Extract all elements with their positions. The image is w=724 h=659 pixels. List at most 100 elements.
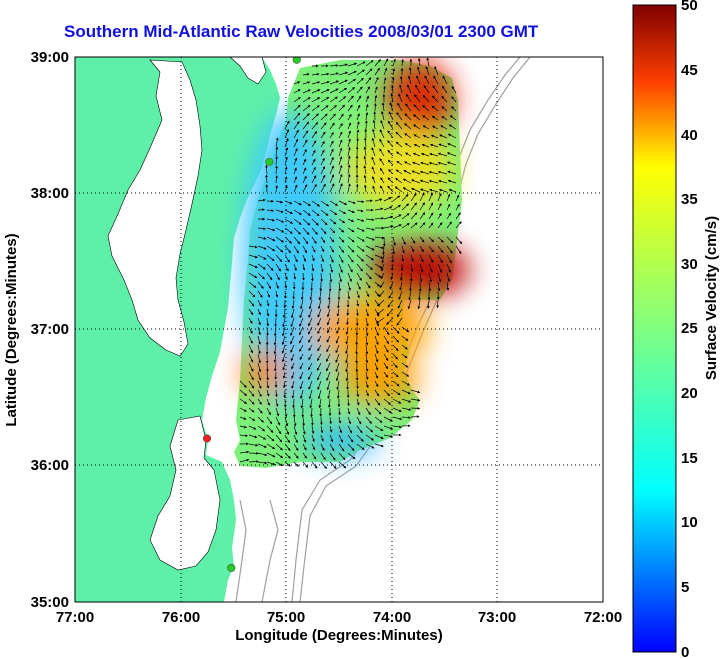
velocity-arrow	[290, 317, 295, 328]
velocity-arrow	[395, 141, 403, 148]
velocity-arrow	[356, 398, 360, 406]
velocity-arrow	[329, 174, 335, 184]
velocity-arrow	[401, 245, 405, 254]
velocity-arrow	[355, 344, 359, 355]
velocity-arrow	[383, 389, 390, 397]
colorbar-ticks: 50 45 40 35 30 25 20 15 10 5 0	[681, 0, 698, 659]
velocity-arrow	[284, 236, 293, 244]
velocity-arrow	[284, 254, 290, 263]
velocity-arrow	[320, 443, 325, 451]
velocity-arrow	[299, 380, 304, 390]
velocity-arrow	[338, 71, 349, 76]
velocity-arrow	[266, 308, 270, 317]
velocity-arrow	[320, 183, 326, 193]
velocity-arrow	[293, 167, 297, 175]
velocity-arrow	[311, 97, 321, 103]
velocity-arrow	[437, 192, 442, 202]
velocity-arrow	[374, 398, 381, 406]
velocity-arrow	[383, 416, 393, 422]
velocity-arrow	[335, 344, 340, 354]
colorbar-tick-label: 0	[681, 644, 689, 659]
velocity-arrow	[408, 75, 412, 85]
velocity-arrow	[398, 290, 403, 300]
velocity-arrow	[381, 254, 385, 264]
velocity-arrow	[404, 161, 412, 166]
velocity-arrow	[347, 227, 355, 233]
velocity-arrow	[338, 131, 343, 139]
velocity-arrow	[365, 245, 375, 251]
velocity-arrow	[417, 66, 421, 76]
velocity-arrow	[347, 245, 355, 253]
velocity-arrow	[407, 84, 412, 94]
velocity-arrow	[394, 186, 403, 193]
velocity-arrow	[419, 222, 426, 229]
velocity-arrow	[290, 335, 295, 345]
velocity-arrow	[317, 353, 322, 362]
velocity-arrow	[428, 254, 434, 263]
velocity-arrow	[284, 407, 288, 418]
velocity-arrow	[356, 245, 365, 252]
velocity-arrow	[365, 95, 369, 103]
velocity-arrow	[248, 362, 254, 372]
velocity-arrow	[257, 335, 261, 345]
velocity-arrow	[388, 120, 394, 130]
velocity-arrow	[446, 236, 454, 244]
velocity-arrow	[365, 389, 369, 397]
velocity-arrow	[412, 152, 421, 157]
velocity-arrow	[363, 146, 367, 157]
velocity-arrow	[347, 272, 352, 282]
mid-northeast	[345, 130, 455, 210]
velocity-arrow	[347, 236, 355, 243]
velocity-arrow	[374, 281, 381, 287]
velocity-arrow	[392, 335, 399, 343]
velocity-arrow	[363, 155, 367, 166]
velocity-arrow	[311, 452, 317, 460]
velocity-arrow	[446, 212, 451, 220]
radar-station-marker	[292, 57, 301, 64]
velocity-arrow	[336, 308, 340, 317]
velocity-arrow	[282, 380, 286, 389]
velocity-arrow	[395, 121, 403, 130]
velocity-arrow	[392, 214, 402, 220]
velocity-arrow	[372, 119, 376, 130]
velocity-arrow	[374, 389, 380, 397]
velocity-arrow	[401, 362, 409, 368]
velocity-arrow	[401, 335, 409, 342]
velocity-arrow	[401, 407, 412, 411]
velocity-arrow	[380, 263, 385, 272]
velocity-arrow	[446, 263, 451, 273]
velocity-arrow	[329, 254, 334, 263]
velocity-arrow	[257, 317, 261, 326]
velocity-arrow	[431, 105, 439, 112]
velocity-arrow	[411, 188, 421, 193]
velocity-arrow	[275, 236, 284, 243]
velocity-arrow	[329, 165, 334, 175]
colorbar-tick-label: 35	[681, 191, 698, 208]
velocity-arrow	[293, 425, 298, 435]
velocity-arrow	[335, 371, 340, 382]
velocity-arrow	[284, 137, 289, 148]
velocity-arrow	[446, 203, 451, 211]
velocity-arrow	[316, 362, 322, 371]
velocity-arrow	[356, 104, 361, 112]
velocity-arrow	[356, 281, 361, 290]
velocity-arrow	[308, 344, 313, 352]
velocity-arrow	[431, 125, 439, 130]
velocity-arrow	[310, 416, 314, 426]
velocity-arrow	[248, 425, 257, 430]
velocity-arrow	[320, 200, 330, 207]
velocity-arrow	[383, 362, 388, 370]
velocity-arrow	[451, 96, 457, 103]
velocity-arrow	[329, 272, 333, 283]
velocity-arrow	[320, 89, 330, 94]
velocity-arrow	[290, 326, 295, 336]
velocity-arrow	[318, 398, 322, 409]
velocity-arrow	[298, 326, 304, 336]
velocity-arrow	[428, 161, 439, 166]
velocity-arrow	[319, 416, 323, 426]
velocity-arrow	[451, 106, 457, 112]
velocity-arrow	[392, 416, 403, 421]
velocity-arrow	[265, 174, 268, 184]
velocity-arrow	[320, 209, 329, 216]
velocity-arrow	[455, 245, 462, 255]
